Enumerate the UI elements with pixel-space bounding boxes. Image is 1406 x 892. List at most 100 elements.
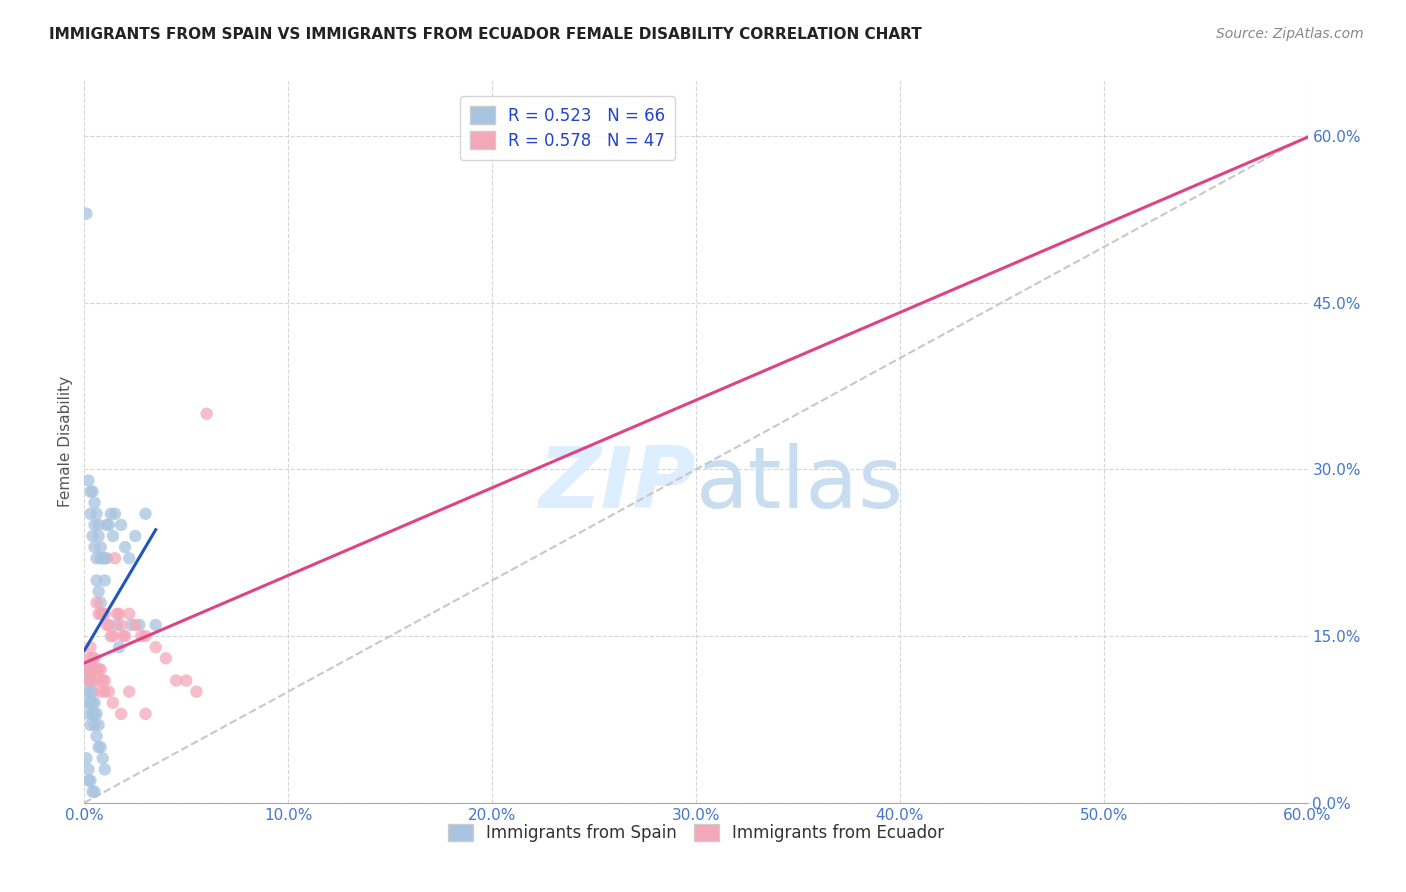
Point <box>145 640 167 655</box>
Point <box>97 517 120 532</box>
Text: Source: ZipAtlas.com: Source: ZipAtlas.com <box>1216 27 1364 41</box>
Point <box>82 651 104 665</box>
Point <box>110 706 132 721</box>
Point <box>97 618 120 632</box>
Point <box>82 673 104 688</box>
Point <box>90 684 112 698</box>
Point <box>77 673 100 688</box>
Point <box>90 607 112 621</box>
Point <box>195 407 218 421</box>
Point <box>96 517 118 532</box>
Point <box>135 629 157 643</box>
Point <box>135 507 157 521</box>
Point <box>75 662 97 676</box>
Point <box>77 673 100 688</box>
Point <box>83 706 105 721</box>
Point <box>77 773 100 788</box>
Point <box>118 684 141 698</box>
Point <box>77 763 100 777</box>
Point <box>114 629 136 643</box>
Point <box>110 517 132 532</box>
Point <box>174 673 197 688</box>
Y-axis label: Female Disability: Female Disability <box>58 376 73 508</box>
Point <box>155 651 177 665</box>
Point <box>101 696 124 710</box>
Point <box>93 607 115 621</box>
Point <box>87 584 110 599</box>
Point <box>93 673 115 688</box>
Point <box>86 706 108 721</box>
Point <box>87 607 110 621</box>
Point <box>128 618 150 632</box>
Legend: Immigrants from Spain, Immigrants from Ecuador: Immigrants from Spain, Immigrants from E… <box>441 817 950 848</box>
Text: atlas: atlas <box>696 443 904 526</box>
Point <box>82 684 104 698</box>
Point <box>83 540 105 554</box>
Point <box>86 596 108 610</box>
Point <box>79 773 101 788</box>
Point <box>83 696 105 710</box>
Point <box>110 618 132 632</box>
Point <box>83 517 105 532</box>
Point <box>79 718 101 732</box>
Point <box>82 696 104 710</box>
Point <box>108 640 131 655</box>
Point <box>75 207 97 221</box>
Point <box>165 673 187 688</box>
Point <box>96 618 118 632</box>
Point <box>105 618 128 632</box>
Point <box>90 662 112 676</box>
Point <box>101 529 124 543</box>
Point <box>100 629 122 643</box>
Point <box>87 517 110 532</box>
Text: ZIP: ZIP <box>538 443 696 526</box>
Point <box>86 673 108 688</box>
Point <box>87 718 110 732</box>
Point <box>118 607 141 621</box>
Point <box>93 551 115 566</box>
Point <box>75 662 97 676</box>
Point <box>87 529 110 543</box>
Point <box>87 740 110 755</box>
Point <box>90 740 112 755</box>
Point <box>108 607 131 621</box>
Point <box>75 684 97 698</box>
Point <box>83 496 105 510</box>
Point <box>83 662 105 676</box>
Point <box>93 684 115 698</box>
Point <box>91 551 114 566</box>
Point <box>93 763 115 777</box>
Point <box>91 751 114 765</box>
Point <box>75 751 97 765</box>
Point <box>79 684 101 698</box>
Point <box>87 662 110 676</box>
Point <box>82 529 104 543</box>
Point <box>77 651 100 665</box>
Point <box>90 596 112 610</box>
Point <box>124 529 146 543</box>
Point <box>79 507 101 521</box>
Point <box>82 785 104 799</box>
Point <box>96 551 118 566</box>
Point <box>104 507 127 521</box>
Point <box>77 696 100 710</box>
Point <box>86 729 108 743</box>
Point <box>83 718 105 732</box>
Point <box>82 484 104 499</box>
Point <box>186 684 208 698</box>
Point <box>100 507 122 521</box>
Point <box>105 607 128 621</box>
Point <box>77 706 100 721</box>
Point <box>86 662 108 676</box>
Point <box>79 673 101 688</box>
Point <box>97 684 120 698</box>
Point <box>79 662 101 676</box>
Text: IMMIGRANTS FROM SPAIN VS IMMIGRANTS FROM ECUADOR FEMALE DISABILITY CORRELATION C: IMMIGRANTS FROM SPAIN VS IMMIGRANTS FROM… <box>49 27 922 42</box>
Point <box>91 607 114 621</box>
Point <box>131 629 153 643</box>
Point <box>86 507 108 521</box>
Point <box>79 484 101 499</box>
Point <box>77 474 100 488</box>
Point <box>83 785 105 799</box>
Point <box>135 706 157 721</box>
